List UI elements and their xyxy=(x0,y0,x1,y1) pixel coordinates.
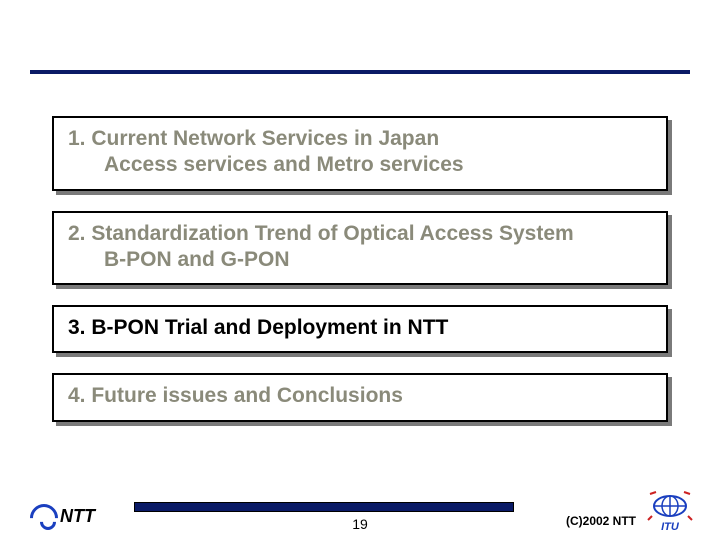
agenda-item-1: 1. Current Network Services in Japan Acc… xyxy=(52,116,668,191)
agenda-list: 1. Current Network Services in Japan Acc… xyxy=(52,116,668,442)
agenda-item-title: 3. B-PON Trial and Deployment in NTT xyxy=(68,315,652,341)
svg-text:ITU: ITU xyxy=(661,521,680,533)
agenda-item-subtitle: B-PON and G-PON xyxy=(68,247,652,273)
agenda-box: 2. Standardization Trend of Optical Acce… xyxy=(52,211,668,286)
footer: NTT 19 (C)2002 NTT ITU xyxy=(0,484,720,540)
slide: 1. Current Network Services in Japan Acc… xyxy=(0,0,720,540)
agenda-item-subtitle: Access services and Metro services xyxy=(68,152,652,178)
copyright-text: (C)2002 NTT xyxy=(566,514,636,528)
agenda-box: 1. Current Network Services in Japan Acc… xyxy=(52,116,668,191)
agenda-item-title: 4. Future issues and Conclusions xyxy=(68,383,652,409)
agenda-item-2: 2. Standardization Trend of Optical Acce… xyxy=(52,211,668,286)
itu-logo: ITU xyxy=(646,490,694,534)
agenda-box: 4. Future issues and Conclusions xyxy=(52,373,668,421)
agenda-item-3: 3. B-PON Trial and Deployment in NTT xyxy=(52,305,668,353)
agenda-item-title: 1. Current Network Services in Japan xyxy=(68,126,652,152)
title-rule xyxy=(30,70,690,74)
footer-bar xyxy=(134,502,514,512)
agenda-box: 3. B-PON Trial and Deployment in NTT xyxy=(52,305,668,353)
agenda-item-title: 2. Standardization Trend of Optical Acce… xyxy=(68,221,652,247)
agenda-item-4: 4. Future issues and Conclusions xyxy=(52,373,668,421)
